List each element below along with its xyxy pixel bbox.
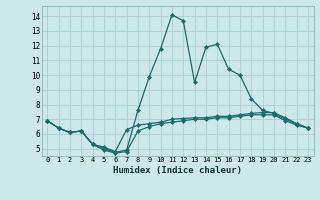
X-axis label: Humidex (Indice chaleur): Humidex (Indice chaleur): [113, 166, 242, 175]
